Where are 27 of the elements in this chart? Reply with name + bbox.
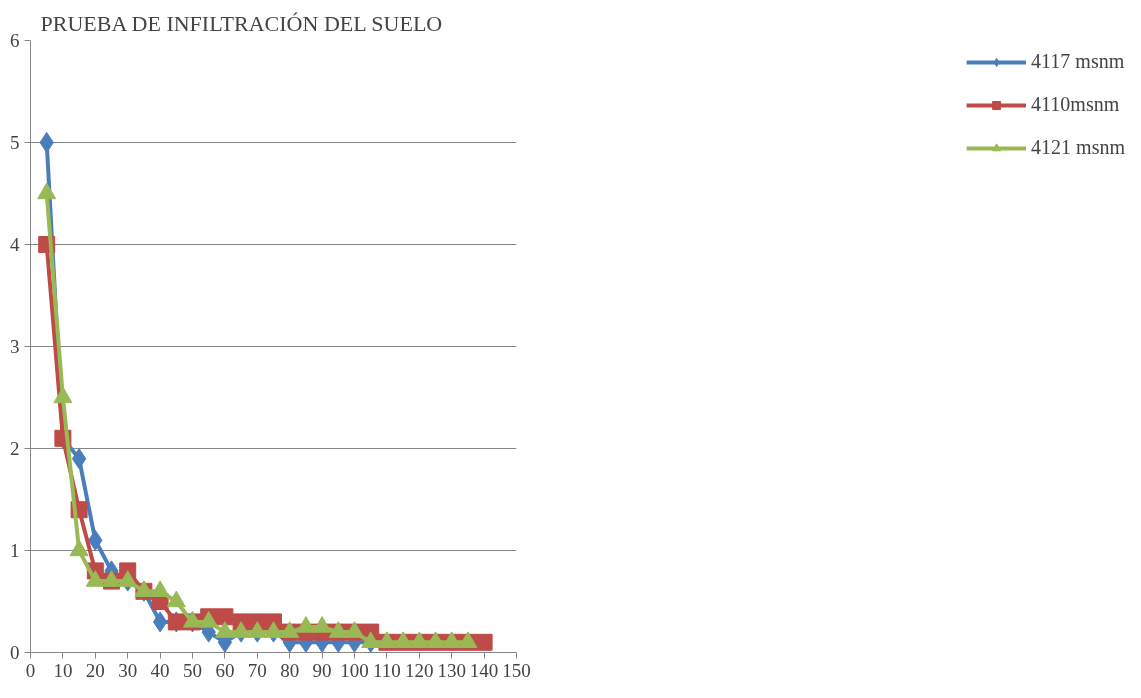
y-tick-label: 5 (10, 132, 20, 153)
x-tick-label: 40 (150, 659, 170, 681)
legend-label: 4110msnm (1031, 93, 1120, 116)
y-tick-label: 3 (10, 336, 20, 357)
x-tick-label: 70 (247, 659, 267, 681)
y-tick-label: 1 (10, 540, 20, 561)
x-tick-label: 30 (118, 659, 138, 681)
x-tick-label: 0 (25, 659, 36, 681)
x-tick-label: 110 (373, 659, 401, 681)
y-tick-label: 2 (10, 438, 20, 459)
x-tick-label: 130 (437, 659, 466, 681)
chart-title: PRUEBA DE INFILTRACIÓN DEL SUELO (40, 10, 443, 36)
y-tick-label: 0 (10, 642, 20, 663)
x-tick-label: 150 (502, 659, 531, 681)
x-tick-label: 60 (215, 659, 235, 681)
x-tick-label: 120 (405, 659, 434, 681)
x-tick-label: 140 (469, 659, 499, 681)
y-tick-label: 4 (10, 234, 20, 255)
legend-label: 4117 msnm (1031, 50, 1125, 73)
y-tick-label: 6 (10, 30, 20, 51)
x-tick-label: 80 (280, 659, 300, 681)
x-tick-label: 90 (312, 659, 332, 681)
legend-label: 4121 msnm (1031, 136, 1125, 159)
x-tick-label: 100 (340, 659, 369, 681)
x-tick-label: 50 (183, 659, 202, 681)
x-tick-label: 20 (85, 659, 105, 681)
x-tick-label: 10 (53, 659, 73, 681)
